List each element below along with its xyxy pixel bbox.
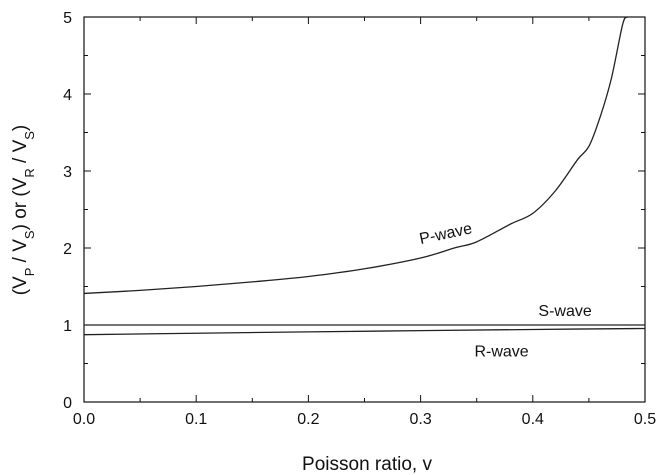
- series-label-p-wave: P-wave: [418, 220, 474, 248]
- series-label-s-wave: S-wave: [538, 303, 591, 320]
- x-tick-label: 0.3: [409, 411, 431, 428]
- y-tick-label: 1: [63, 318, 72, 335]
- x-axis-label: Poisson ratio, v: [302, 454, 432, 475]
- y-tick-label: 3: [63, 164, 72, 181]
- series-layer: [83, 16, 646, 336]
- plot-frame: [83, 16, 646, 403]
- plot-border: [83, 16, 646, 403]
- x-tick-label: 0.2: [297, 411, 319, 428]
- y-axis-label-subscript: R: [22, 168, 37, 177]
- y-tick-label: 5: [63, 10, 72, 27]
- x-tick-label: 0.5: [634, 411, 656, 428]
- x-tick-label: 0.0: [73, 411, 95, 428]
- y-axis-label-subscript: S: [22, 131, 37, 140]
- series-label-r-wave: R-wave: [474, 344, 528, 361]
- y-tick-label: 4: [63, 87, 72, 104]
- series-line-p-wave: [83, 16, 628, 295]
- y-axis-label-subscript: S: [22, 230, 37, 239]
- y-axis-label-part: (V: [10, 276, 31, 295]
- y-tick-label: 0: [63, 395, 72, 412]
- y-axis-label-subscript: P: [22, 268, 37, 277]
- x-axis-ticks: 0.0 0.1 0.2 0.3 0.4 0.5: [73, 17, 656, 428]
- x-tick-label: 0.4: [522, 411, 544, 428]
- y-axis-ticks: 0 1 2 3 4 5: [63, 10, 645, 412]
- series-line-r-wave: [83, 327, 646, 336]
- x-tick-label: 0.1: [185, 411, 207, 428]
- y-axis-label-part: ): [10, 125, 31, 131]
- y-axis-label-part: ) or (V: [10, 177, 31, 230]
- y-axis-label: (VP / VS) or (VR / VS): [10, 125, 37, 296]
- series-labels: P-wave S-wave R-wave: [418, 220, 592, 360]
- y-axis-label-part: / V: [10, 239, 31, 268]
- y-tick-label: 2: [63, 241, 72, 258]
- y-axis-label-part: / V: [10, 139, 31, 168]
